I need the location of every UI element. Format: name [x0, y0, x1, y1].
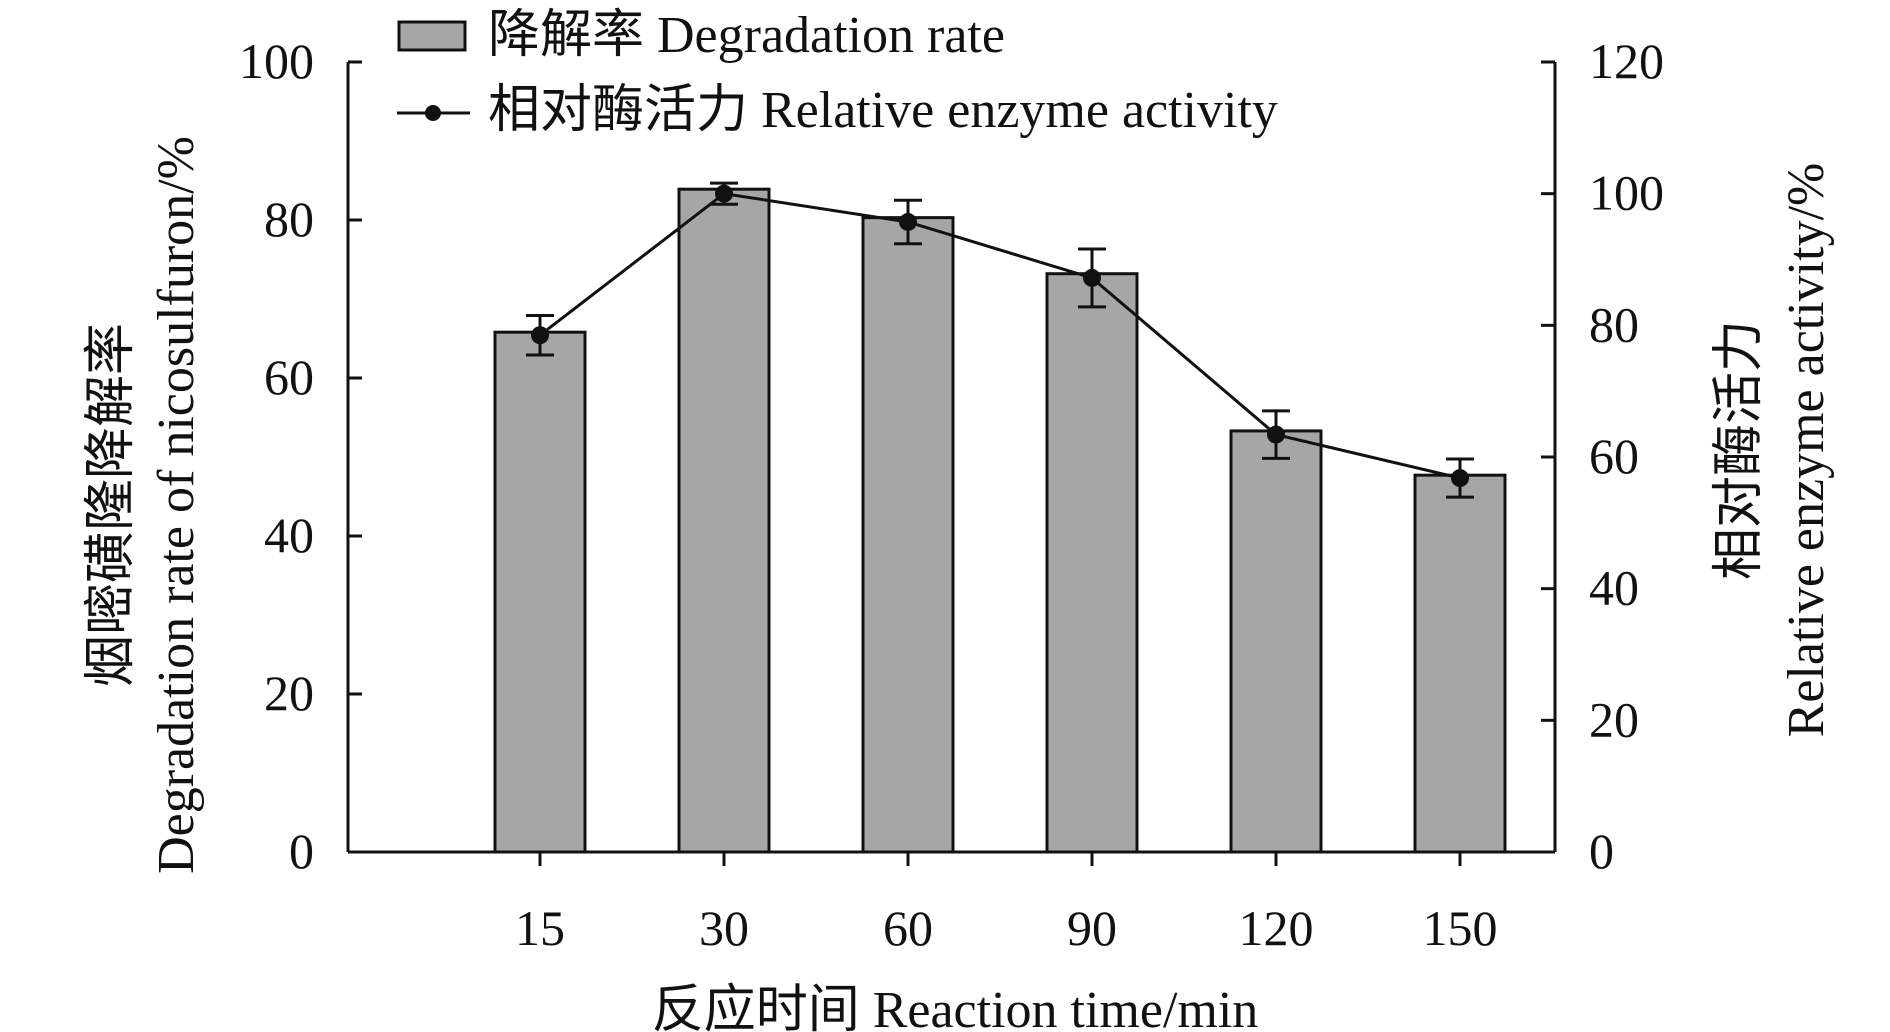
bar: [1045, 272, 1139, 854]
y-right-tick-label: 100: [1589, 165, 1664, 221]
y-right-tick-label: 20: [1589, 691, 1639, 747]
data-point: [531, 326, 549, 345]
data-point: [715, 184, 733, 203]
x-tick-label: 60: [883, 900, 933, 956]
x-tick-label: 15: [515, 900, 565, 956]
axes: 0 20 40 60 80 100 0 20 40 60 80 100 120 15 30 60 90 120 15…: [239, 33, 1664, 956]
legend: 降解率 Degradation rate 相对酶活力 Relative enzy…: [397, 7, 1278, 139]
y-right-tick-label: 0: [1589, 823, 1614, 879]
plot-area: [493, 181, 1507, 854]
legend-line-label: 相对酶活力 Relative enzyme activity: [488, 82, 1278, 139]
bar: [861, 216, 955, 854]
x-axis-title: 反应时间 Reaction time/min: [652, 982, 1259, 1032]
data-point: [1451, 469, 1469, 488]
bar: [1413, 473, 1507, 854]
bar: [493, 330, 587, 854]
data-point: [899, 212, 917, 231]
y-right-tick-label: 60: [1589, 428, 1639, 484]
x-tick-label: 150: [1423, 900, 1498, 956]
y-right-axis-title-cn: 相对酶活力: [1711, 320, 1768, 580]
y-left-axis-title-cn: 烟嘧磺隆降解率: [83, 323, 140, 687]
y-right-tick-label: 40: [1589, 560, 1639, 616]
y-right-tick-label: 120: [1589, 33, 1664, 89]
x-tick-label: 120: [1239, 900, 1314, 956]
bar: [1229, 429, 1323, 854]
data-point: [1083, 268, 1101, 287]
y-left-axis-title-en: Degradation rate of nicosulfuron/%: [148, 136, 205, 874]
y-left-tick-label: 20: [264, 665, 314, 721]
y-right-axis-title-en: Relative enzyme activity/%: [1778, 163, 1835, 738]
data-point: [1267, 425, 1285, 444]
y-right-tick-label: 80: [1589, 296, 1639, 352]
bar: [677, 187, 771, 854]
y-left-tick-label: 60: [264, 349, 314, 405]
legend-bar-label: 降解率 Degradation rate: [488, 7, 1005, 64]
legend-bar-swatch: [397, 20, 467, 52]
y-left-tick-label: 100: [239, 33, 314, 89]
legend-line-marker: [425, 105, 441, 121]
enzyme-activity-line: [539, 192, 1461, 480]
y-left-tick-label: 80: [264, 191, 314, 247]
y-left-tick-label: 40: [264, 507, 314, 563]
x-tick-label: 30: [699, 900, 749, 956]
x-tick-label: 90: [1067, 900, 1117, 956]
y-left-tick-label: 0: [289, 823, 314, 879]
